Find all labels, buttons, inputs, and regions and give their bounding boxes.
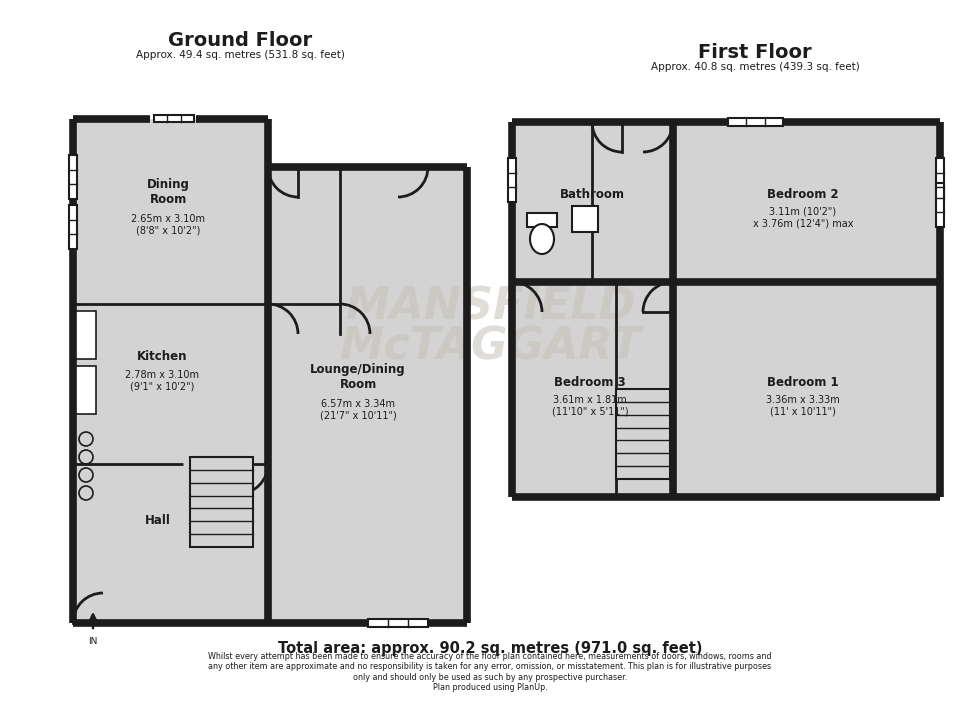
- Text: McTAGGART: McTAGGART: [339, 325, 641, 369]
- Text: Total area: approx. 90.2 sq. metres (971.0 sq. feet): Total area: approx. 90.2 sq. metres (971…: [277, 642, 703, 656]
- Text: 3.11m (10'2")
x 3.76m (12'4") max: 3.11m (10'2") x 3.76m (12'4") max: [753, 207, 854, 229]
- Text: Kitchen: Kitchen: [137, 350, 187, 364]
- Bar: [508, 158, 516, 202]
- Bar: [268, 167, 467, 623]
- Text: First Floor: First Floor: [698, 43, 811, 61]
- Text: Whilst every attempt has been made to ensure the accuracy of the floor plan cont: Whilst every attempt has been made to en…: [209, 652, 772, 692]
- Bar: [936, 183, 944, 227]
- Bar: [76, 311, 96, 359]
- Ellipse shape: [530, 224, 554, 254]
- Text: Dining
Room: Dining Room: [147, 178, 189, 206]
- Text: IN: IN: [88, 637, 98, 646]
- Text: Bathroom: Bathroom: [560, 187, 624, 201]
- Bar: [616, 389, 670, 479]
- Text: 6.57m x 3.34m
(21'7" x 10'11"): 6.57m x 3.34m (21'7" x 10'11"): [319, 399, 396, 421]
- Bar: [527, 213, 557, 227]
- Bar: [368, 619, 428, 627]
- Text: Hall: Hall: [145, 513, 171, 526]
- Text: Bedroom 3: Bedroom 3: [554, 375, 626, 389]
- Bar: [154, 115, 194, 122]
- Bar: [76, 366, 96, 414]
- Bar: [512, 122, 940, 497]
- Text: 2.78m x 3.10m
(9'1" x 10'2"): 2.78m x 3.10m (9'1" x 10'2"): [125, 370, 199, 392]
- Text: Bedroom 2: Bedroom 2: [767, 187, 839, 201]
- Bar: [73, 119, 268, 623]
- Bar: [936, 158, 944, 202]
- Text: 3.36m x 3.33m
(11' x 10'11"): 3.36m x 3.33m (11' x 10'11"): [766, 395, 840, 417]
- Text: Bedroom 1: Bedroom 1: [767, 375, 839, 389]
- Bar: [69, 155, 77, 199]
- Text: 2.65m x 3.10m
(8'8" x 10'2"): 2.65m x 3.10m (8'8" x 10'2"): [131, 214, 205, 236]
- Text: 3.61m x 1.81m
(11'10" x 5'11"): 3.61m x 1.81m (11'10" x 5'11"): [552, 395, 628, 417]
- Text: Lounge/Dining
Room: Lounge/Dining Room: [311, 363, 406, 391]
- Text: MANSFIELD: MANSFIELD: [345, 286, 635, 328]
- Bar: [572, 206, 598, 232]
- Text: Approx. 40.8 sq. metres (439.3 sq. feet): Approx. 40.8 sq. metres (439.3 sq. feet): [651, 62, 859, 72]
- Text: Approx. 49.4 sq. metres (531.8 sq. feet): Approx. 49.4 sq. metres (531.8 sq. feet): [135, 50, 344, 60]
- Bar: [190, 457, 253, 547]
- Bar: [728, 118, 783, 126]
- Bar: [69, 205, 77, 249]
- Text: Ground Floor: Ground Floor: [168, 31, 312, 50]
